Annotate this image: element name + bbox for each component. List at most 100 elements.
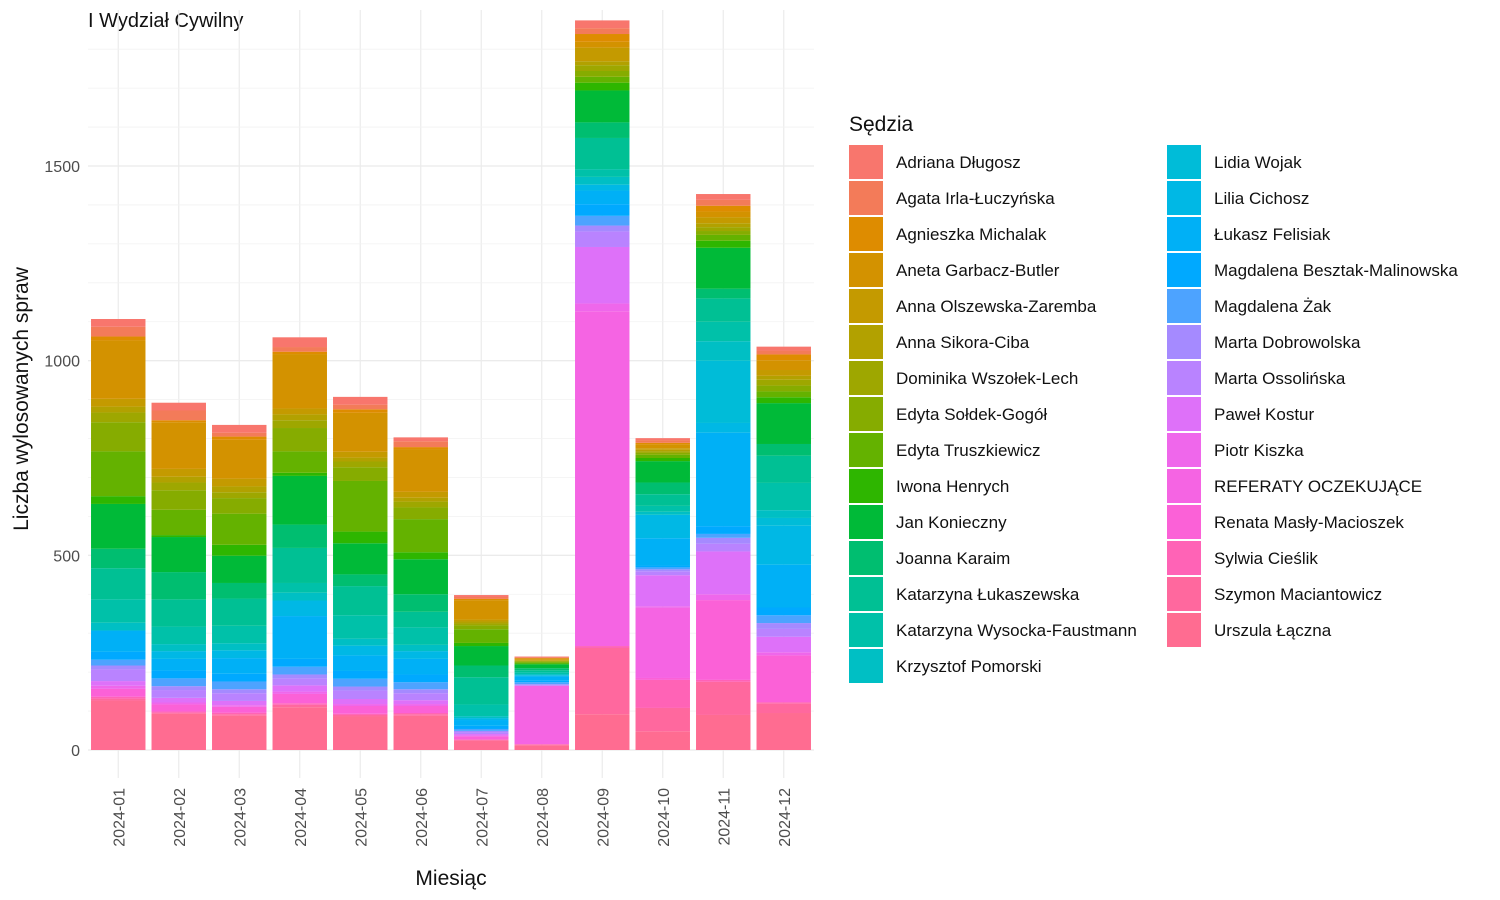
- bar-segment: Krzysztof Pomorski: 18: [212, 643, 267, 651]
- bar-segment: Urszula Łączna: 95: [756, 713, 811, 750]
- x-tick-label: 2024-12: [777, 788, 794, 847]
- bar-segment: Łukasz Felisiak: 35: [575, 190, 630, 205]
- bar-segment: Katarzyna Wysocka-Faustmann: 45: [212, 625, 267, 644]
- bar-segment: Urszula Łączna: 12: [514, 745, 569, 750]
- bar-segment: Adriana Długosz: 20: [151, 402, 206, 411]
- bar-segment: Marta Ossolińska: 18: [272, 678, 327, 686]
- bar-segment: Lilia Cichosz: 60: [635, 514, 690, 539]
- bar-segment: Magdalena Besztak-Malinowska: 20: [151, 670, 206, 679]
- bar-segment: Agata Irla-Łuczyńska: 15: [393, 441, 448, 448]
- bar-segment: Urszula Łączna: 88: [393, 715, 448, 750]
- bar-segment: Agata Irla-Łuczyńska: 5: [454, 596, 509, 599]
- bar-segment: Aneta Garbacz-Butler: 50: [454, 600, 509, 620]
- legend-label: Piotr Kiszka: [1214, 441, 1304, 460]
- bar-segment: Sylwia Cieślik: 3: [393, 713, 448, 715]
- bar-segment: Katarzyna Łukaszewska: 40: [393, 611, 448, 628]
- legend-key: [849, 289, 883, 323]
- legend-label: Szymon Maciantowicz: [1214, 585, 1382, 604]
- bar-segment: Paweł Kostur: 80: [635, 575, 690, 607]
- bar-segment: Urszula Łączna: 88: [212, 715, 267, 750]
- bar-segment: Urszula Łączna: 90: [696, 714, 751, 750]
- bar-segment: Dominika Wszołek-Lech: 25: [91, 412, 146, 423]
- bar-segment: Renata Masły-Macioszek: 205: [696, 600, 751, 680]
- bars: Urszula Łączna: 127 Szymon Maciantowicz: …: [91, 20, 811, 750]
- bar-segment: Anna Olszewska-Zaremba: 20: [151, 468, 206, 477]
- bar-segment: Magdalena Besztak-Malinowska: 20: [212, 673, 267, 682]
- bar-segment: Krzysztof Pomorski: 20: [272, 592, 327, 601]
- legend-key: [849, 361, 883, 395]
- bar-segment: Anna Sikora-Ciba: 15: [212, 486, 267, 493]
- bar-segment: Katarzyna Wysocka-Faustmann: 25: [272, 582, 327, 593]
- bar-segment: Agnieszka Michalak: 10: [91, 336, 146, 341]
- bar-segment: Lilia Cichosz: 100: [756, 525, 811, 565]
- bar-segment: Joanna Karaim: 5: [514, 668, 569, 671]
- bar-segment: Jan Konieczny: 55: [635, 461, 690, 483]
- bar-segment: Adriana Długosz: 20: [91, 319, 146, 327]
- bar-segment: Sylwia Cieślik: 5: [575, 646, 630, 648]
- bar-segment: Aneta Garbacz-Butler: 100: [333, 412, 388, 452]
- bar-segment: Iwona Henrych: 28: [212, 544, 267, 556]
- bar-segment: Sylwia Cieślik: 5: [696, 679, 751, 682]
- legend-label: Lilia Cichosz: [1214, 189, 1309, 208]
- legend-label: Jan Konieczny: [896, 513, 1007, 532]
- bar-segment: Szymon Maciantowicz: 2: [514, 744, 569, 746]
- bar-segment: Szymon Maciantowicz: 85: [696, 681, 751, 715]
- bar-segment: Sylwia Cieślik: 72: [635, 679, 690, 708]
- bar-segment: Dominika Wszołek-Lech: 15: [393, 501, 448, 508]
- bar-segment: Marta Ossolińska: 20: [151, 690, 206, 698]
- bar-segment: Katarzyna Łukaszewska: 80: [91, 568, 146, 600]
- bar-segment: Magdalena Besztak-Malinowska: 20: [333, 670, 388, 679]
- legend-key: [1167, 325, 1201, 359]
- bar-segment: Magdalena Żak: 5: [635, 567, 690, 570]
- bar-segment: Szymon Maciantowicz: 170: [575, 647, 630, 715]
- bar-segment: Anna Olszewska-Zaremba: 15: [333, 451, 388, 458]
- bar-segment: Dominika Wszołek-Lech: 15: [333, 461, 388, 468]
- bar-segment: Katarzyna Wysocka-Faustmann: 50: [696, 321, 751, 342]
- legend-title: Sędzia: [849, 113, 914, 136]
- bar-segment: Urszula Łączna: 110: [272, 707, 327, 750]
- bar-segment: Magdalena Besztak-Malinowska: 20: [393, 674, 448, 683]
- bar-segment: Magdalena Besztak-Malinowska: 30: [575, 204, 630, 216]
- bar-segment: Adriana Długosz: 20: [333, 396, 388, 405]
- bar-segment: Edyta Sołdek-Gogół: 15: [756, 385, 811, 392]
- bar-segment: Piotr Kiszka: 6: [272, 691, 327, 694]
- bar-segment: Szymon Maciantowicz: 25: [756, 703, 811, 714]
- bar-segment: Iwona Henrych: 8: [635, 458, 690, 462]
- legend-label: Krzysztof Pomorski: [896, 657, 1041, 676]
- bar-segment: Urszula Łączna: 127: [91, 700, 146, 750]
- bar-segment: Anna Sikora-Ciba: 10: [696, 223, 751, 228]
- bar-segment: REFERATY OCZEKUJĄCE: 150: [514, 685, 569, 745]
- bar-segment: Joanna Karaim: 40: [212, 582, 267, 599]
- bar-segment: Piotr Kiszka: 5: [393, 704, 448, 707]
- bar-segment: Marta Dobrowolska: 10: [272, 674, 327, 679]
- bar-segment: Łukasz Felisiak: 110: [756, 564, 811, 608]
- bar-segment: Edyta Truszkiewicz: 35: [454, 629, 509, 643]
- legend-label: Magdalena Besztak-Malinowska: [1214, 261, 1458, 280]
- bar-segment: Marta Dobrowolska: 10: [212, 689, 267, 694]
- bar-segment: Łukasz Felisiak: 10: [514, 676, 569, 681]
- bar-segment: Krzysztof Pomorski: 18: [151, 644, 206, 652]
- bar-segment: Katarzyna Wysocka-Faustmann: 30: [454, 704, 509, 717]
- bar-segment: Renata Masły-Macioszek: 18: [393, 706, 448, 714]
- x-tick-label: 2024-03: [232, 788, 249, 847]
- legend-label: Agata Irla-Łuczyńska: [896, 189, 1055, 208]
- bar-segment: Marta Dobrowolska: 15: [696, 537, 751, 544]
- bar-segment: Dominika Wszołek-Lech: 15: [756, 379, 811, 386]
- bar-segment: Anna Olszewska-Zaremba: 15: [272, 408, 327, 415]
- bar-segment: Agnieszka Michalak: 5: [151, 420, 206, 423]
- bar-segment: Szymon Maciantowicz: 4: [212, 714, 267, 716]
- bar-segment: Iwona Henrych: 18: [393, 552, 448, 560]
- bar-segment: Łukasz Felisiak: 240: [696, 432, 751, 527]
- bar-segment: Urszula Łączna: 93: [151, 713, 206, 750]
- bar-segment: Joanna Karaim: 60: [272, 524, 327, 548]
- bar-segment: Adriana Długosz: 2: [514, 656, 569, 658]
- bar-segment: Aneta Garbacz-Butler: 120: [151, 422, 206, 469]
- bar-segment: Agata Irla-Łuczyńska: 2: [514, 657, 569, 659]
- bar-segment: Edyta Sołdek-Gogół: 10: [454, 625, 509, 630]
- bar-segment: Agnieszka Michalak: 20: [575, 34, 630, 42]
- bar-segment: Marta Ossolińska: 2: [514, 684, 569, 686]
- legend-key: [849, 145, 883, 179]
- bar-segment: Agata Irla-Łuczyńska: 25: [91, 326, 146, 337]
- legend-key: [849, 469, 883, 503]
- bar-segment: Anna Sikora-Ciba: 10: [333, 457, 388, 462]
